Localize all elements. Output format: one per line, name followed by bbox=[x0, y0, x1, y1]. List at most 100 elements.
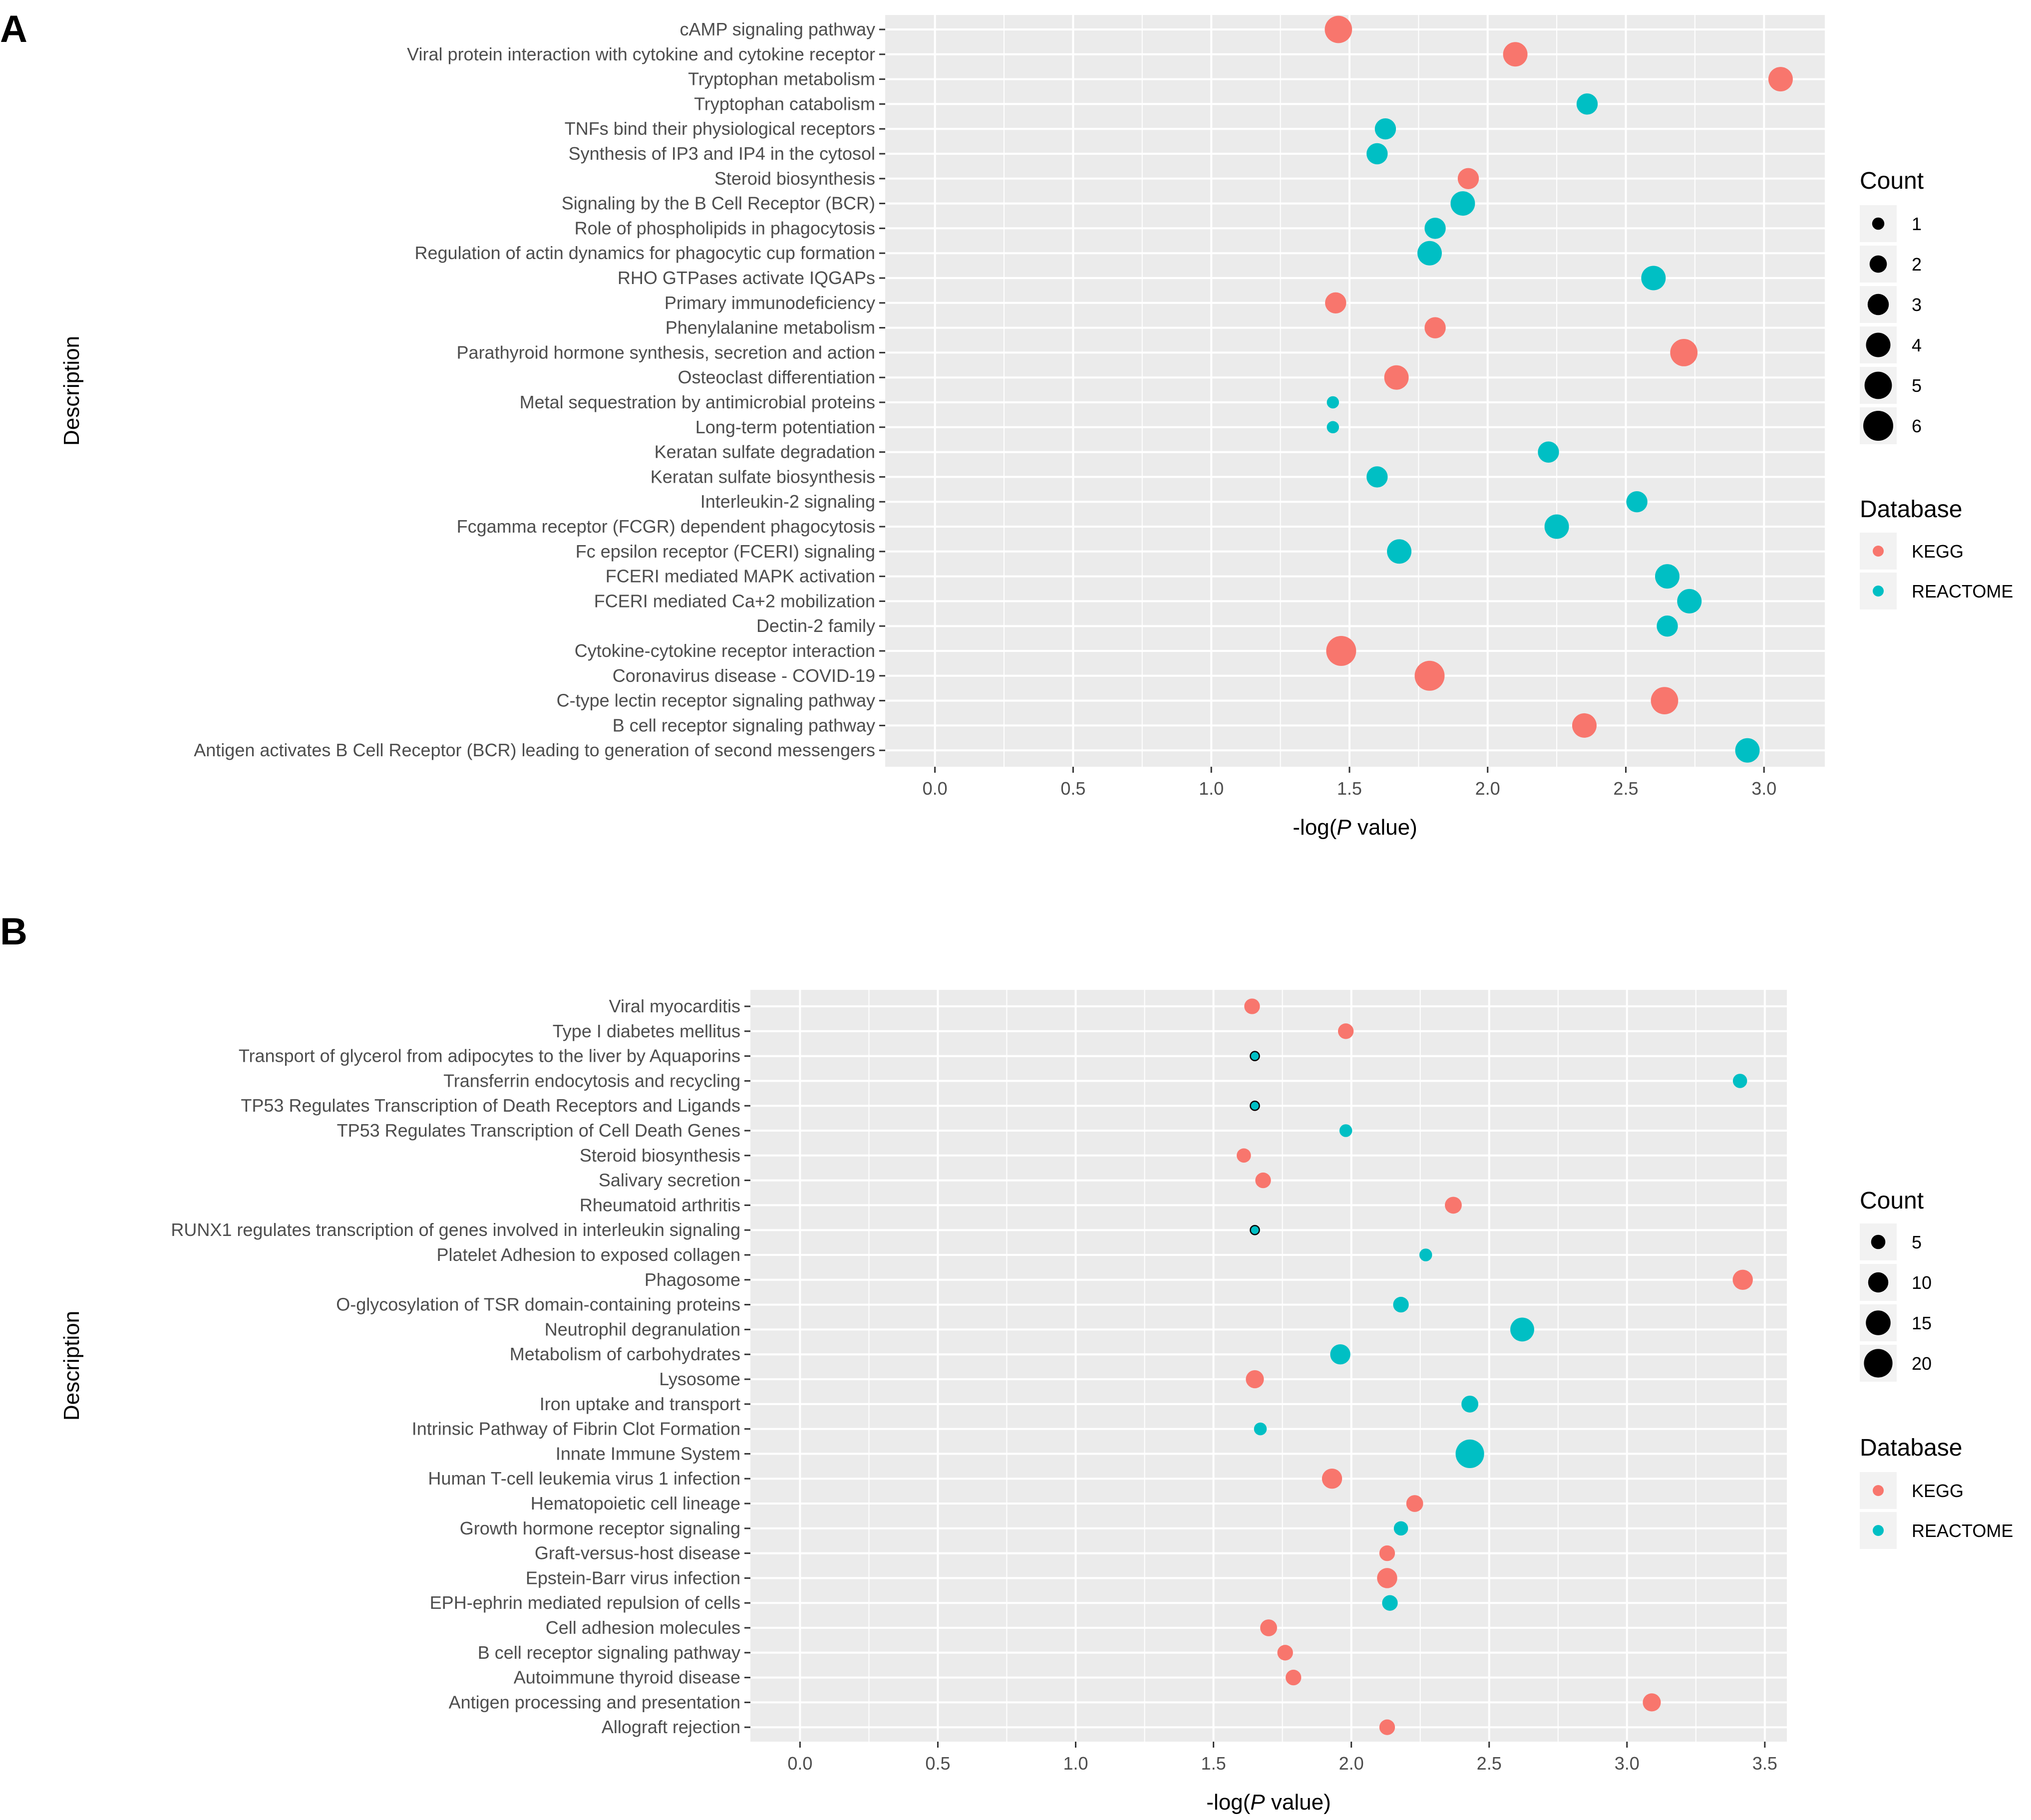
legend: Count 1 2 3 4 5 6 Database KEGG REACTOME bbox=[1860, 168, 2013, 609]
legend-count-label: 3 bbox=[1912, 295, 1922, 315]
data-point-kegg bbox=[1670, 339, 1698, 366]
data-point-reactome bbox=[1655, 564, 1680, 589]
x-tick-label: 1.5 bbox=[1201, 1753, 1226, 1774]
category-label: Dectin-2 family bbox=[756, 615, 875, 636]
data-point-kegg bbox=[1338, 1023, 1354, 1039]
data-point-reactome bbox=[1339, 1124, 1353, 1137]
category-label: Phagosome bbox=[645, 1269, 740, 1290]
data-point-reactome bbox=[1387, 539, 1412, 564]
category-label: Allograft rejection bbox=[602, 1717, 740, 1737]
legend-count-key bbox=[1864, 371, 1892, 399]
data-point-kegg bbox=[1503, 42, 1528, 67]
category-label: TP53 Regulates Transcription of Death Re… bbox=[241, 1095, 740, 1116]
x-axis-title-post: value) bbox=[1265, 1790, 1331, 1815]
plot-background bbox=[885, 15, 1825, 767]
category-label: Antigen activates B Cell Receptor (BCR) … bbox=[194, 740, 875, 760]
legend-database-key bbox=[1873, 586, 1884, 597]
legend-count-title: Count bbox=[1860, 1188, 1924, 1214]
x-axis-title: -log(P value) bbox=[1293, 815, 1417, 840]
data-point-reactome bbox=[1538, 441, 1559, 463]
category-label: Type I diabetes mellitus bbox=[553, 1021, 740, 1041]
category-label: Transport of glycerol from adipocytes to… bbox=[239, 1046, 740, 1066]
category-label: Antigen processing and presentation bbox=[449, 1692, 740, 1712]
x-tick-label: 0.5 bbox=[1060, 778, 1085, 799]
category-label: RHO GTPases activate IQGAPs bbox=[618, 268, 875, 288]
y-axis-title: Description bbox=[59, 1311, 84, 1421]
legend-count-label: 20 bbox=[1912, 1353, 1932, 1374]
data-point-kegg bbox=[1424, 317, 1446, 338]
category-label: Keratan sulfate biosynthesis bbox=[651, 466, 875, 487]
gridlines bbox=[750, 990, 1787, 1742]
data-point-reactome bbox=[1330, 1344, 1351, 1365]
data-points bbox=[1237, 998, 1753, 1735]
category-label: Viral protein interaction with cytokine … bbox=[407, 44, 875, 64]
data-point-kegg bbox=[1406, 1495, 1423, 1512]
data-point-kegg bbox=[1457, 168, 1479, 190]
legend-count-key bbox=[1871, 1234, 1886, 1249]
data-point-reactome bbox=[1641, 266, 1666, 291]
category-label: Metabolism of carbohydrates bbox=[510, 1344, 740, 1364]
data-point-kegg bbox=[1322, 1468, 1343, 1489]
category-label: Primary immunodeficiency bbox=[665, 293, 875, 313]
data-point-reactome bbox=[1366, 466, 1388, 488]
data-point-kegg bbox=[1572, 713, 1597, 738]
data-point-kegg bbox=[1379, 1719, 1395, 1735]
data-point-reactome bbox=[1419, 1248, 1432, 1261]
category-label: Cell adhesion molecules bbox=[546, 1617, 740, 1638]
category-label: Osteoclast differentiation bbox=[677, 367, 875, 387]
data-point-kegg bbox=[1237, 1148, 1251, 1163]
panel-letter: A bbox=[0, 8, 27, 50]
category-label: Innate Immune System bbox=[556, 1443, 740, 1464]
data-point-reactome bbox=[1424, 218, 1446, 239]
x-tick-label: 0.5 bbox=[925, 1753, 950, 1774]
category-label: Transferrin endocytosis and recycling bbox=[443, 1070, 740, 1091]
category-label: Signaling by the B Cell Receptor (BCR) bbox=[562, 193, 875, 214]
x-tick-label: 2.5 bbox=[1613, 778, 1638, 799]
data-point-reactome bbox=[1735, 738, 1760, 763]
legend-count-key bbox=[1872, 217, 1885, 230]
x-axis-title-italic: P bbox=[1250, 1790, 1265, 1815]
data-point-reactome bbox=[1382, 1595, 1398, 1611]
legend-count-label: 5 bbox=[1912, 375, 1922, 396]
panel-b: B Viral myocarditis Type I diabetes mellit… bbox=[0, 910, 2013, 1815]
legend-database-title: Database bbox=[1860, 496, 1962, 523]
legend-count-label: 1 bbox=[1912, 214, 1922, 234]
legend: Count 5 10 15 20 Database KEGG REACTOME bbox=[1860, 1188, 2013, 1549]
legend-database-label: KEGG bbox=[1912, 541, 1964, 562]
category-label: EPH-ephrin mediated repulsion of cells bbox=[430, 1592, 740, 1613]
x-tick-label: 1.0 bbox=[1063, 1753, 1088, 1774]
data-point-reactome bbox=[1455, 1439, 1484, 1469]
legend-database-key bbox=[1873, 546, 1884, 557]
legend-count-title: Count bbox=[1860, 168, 1924, 194]
y-axis: Viral myocarditis Type I diabetes mellitu… bbox=[171, 996, 750, 1737]
x-tick-label: 2.0 bbox=[1475, 778, 1500, 799]
legend-database-key bbox=[1873, 1485, 1884, 1496]
category-label: Phenylalanine metabolism bbox=[666, 317, 875, 338]
category-label: O-glycosylation of TSR domain-containing… bbox=[336, 1294, 740, 1315]
data-point-kegg bbox=[1286, 1669, 1302, 1686]
data-points bbox=[1325, 15, 1793, 763]
category-label: FCERI mediated Ca+2 mobilization bbox=[594, 591, 875, 611]
category-label: Human T-cell leukemia virus 1 infection bbox=[428, 1468, 740, 1489]
category-label: Rheumatoid arthritis bbox=[580, 1195, 740, 1215]
legend-database-label: REACTOME bbox=[1912, 1520, 2013, 1541]
legend-count-label: 15 bbox=[1912, 1313, 1932, 1333]
category-label: Viral myocarditis bbox=[609, 996, 740, 1016]
data-point-kegg bbox=[1643, 1693, 1661, 1712]
data-point-kegg bbox=[1651, 687, 1679, 714]
legend-count-label: 6 bbox=[1912, 416, 1922, 436]
category-label: TNFs bind their physiological receptors bbox=[565, 118, 875, 139]
data-point-reactome bbox=[1626, 491, 1648, 513]
x-tick-label: 1.0 bbox=[1199, 778, 1224, 799]
data-point-reactome bbox=[1250, 1051, 1260, 1061]
data-point-reactome bbox=[1254, 1422, 1267, 1436]
category-label: Intrinsic Pathway of Fibrin Clot Formati… bbox=[412, 1419, 740, 1439]
x-axis: 0.0 0.5 1.0 1.5 2.0 2.5 3.0 -log(P value) bbox=[923, 767, 1776, 840]
x-tick-label: 1.5 bbox=[1337, 778, 1362, 799]
data-point-kegg bbox=[1377, 1568, 1397, 1588]
x-tick-label: 3.0 bbox=[1751, 778, 1776, 799]
data-point-reactome bbox=[1544, 514, 1569, 539]
category-label: Keratan sulfate degradation bbox=[655, 442, 875, 462]
legend-count-key bbox=[1866, 1310, 1891, 1335]
category-label: cAMP signaling pathway bbox=[679, 19, 875, 39]
